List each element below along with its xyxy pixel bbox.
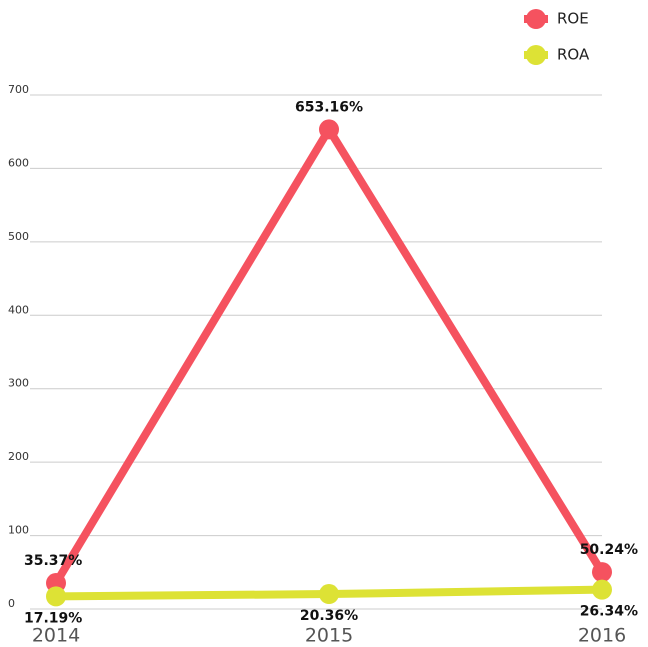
y-tick-label: 100 [8, 524, 29, 537]
data-label: 35.37% [24, 553, 82, 569]
series-line [52, 125, 606, 586]
legend-label: ROA [557, 46, 590, 64]
data-label: 17.19% [24, 610, 82, 626]
point [319, 119, 339, 140]
y-tick-label: 600 [8, 156, 29, 169]
legend-marker [526, 45, 546, 65]
data-label: 653.16% [295, 99, 363, 115]
data-label: 50.24% [580, 542, 638, 558]
legend-marker [526, 9, 546, 29]
data-label: 20.36% [300, 608, 358, 624]
y-tick-label: 0 [8, 597, 15, 610]
x-tick-label: 2014 [32, 625, 80, 647]
point [592, 562, 612, 583]
point [46, 586, 66, 607]
x-tick-label: 2016 [578, 625, 626, 647]
point [319, 584, 339, 605]
legend-label: ROE [557, 10, 589, 28]
x-tick-label: 2015 [305, 625, 353, 647]
y-tick-label: 300 [8, 377, 29, 390]
data-label: 26.34% [580, 604, 638, 620]
y-tick-label: 500 [8, 230, 29, 243]
point [592, 579, 612, 600]
y-tick-label: 200 [8, 450, 29, 463]
y-tick-label: 700 [8, 83, 29, 96]
y-tick-label: 400 [8, 303, 29, 316]
